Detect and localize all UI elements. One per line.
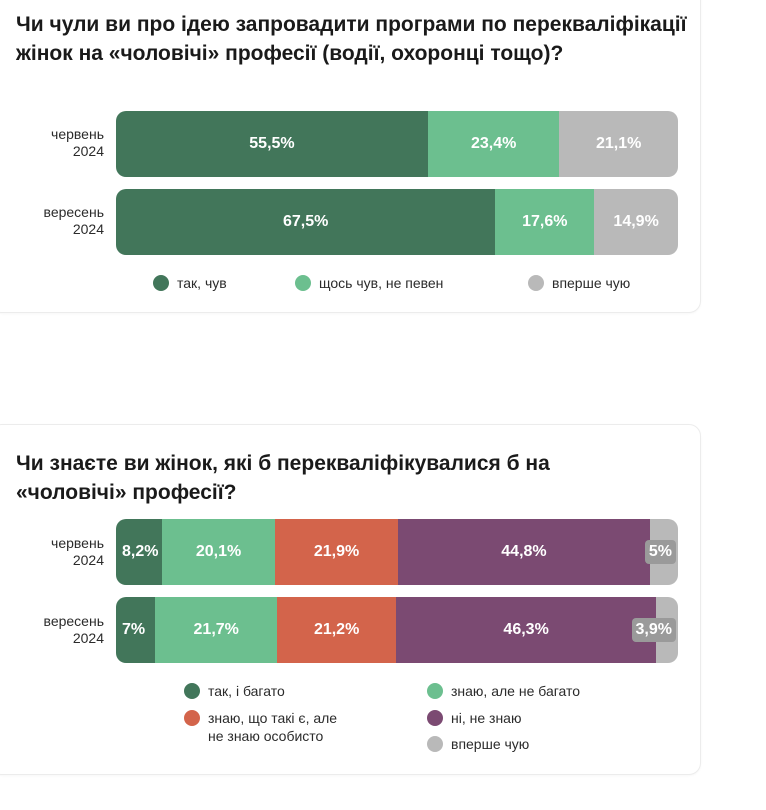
bar-segment: 21,7% xyxy=(155,597,278,663)
bar-segment: 20,1% xyxy=(162,519,276,585)
chart-2-bar-september: 7% 21,7% 21,2% 46,3% 3,9% xyxy=(116,597,678,663)
legend-label: щось чув, не певен xyxy=(319,275,444,291)
data-label: 20,1% xyxy=(195,543,242,560)
chart-1-row-label-june: червень 2024 xyxy=(4,126,104,160)
chart-1-bar-september: 67,5% 17,6% 14,9% xyxy=(116,189,678,255)
data-label: 21,9% xyxy=(313,543,360,560)
bar-segment: 46,3% xyxy=(396,597,657,663)
data-label: 21,7% xyxy=(193,621,239,638)
row-label-month: вересень xyxy=(43,204,104,220)
bar-segment: 14,9% xyxy=(594,189,678,255)
bar-segment: 23,4% xyxy=(427,111,560,177)
row-label-year: 2024 xyxy=(72,143,104,159)
chart-1-legend-item: щось чув, не певен xyxy=(295,274,443,292)
legend-label: так, чув xyxy=(177,275,227,291)
data-label: 14,9% xyxy=(613,213,659,230)
chart-2-bar-june: 8,2% 20,1% 21,9% 44,8% 5% xyxy=(116,519,678,585)
data-label: 46,3% xyxy=(503,621,549,638)
data-label: 17,6% xyxy=(522,213,568,230)
row-label-year: 2024 xyxy=(72,221,104,237)
data-label: 55,5% xyxy=(249,135,295,152)
data-label: 23,4% xyxy=(470,135,517,152)
legend-label: знаю, але не багато xyxy=(451,683,581,699)
chart-1-legend-item: вперше чую xyxy=(528,274,630,292)
row-label-year: 2024 xyxy=(72,630,104,646)
legend-swatch xyxy=(295,275,311,291)
chart-2-legend-item: ні, не знаю xyxy=(427,709,521,727)
bar-segment: 67,5% xyxy=(116,189,496,255)
legend-label-line: не знаю особисто xyxy=(208,728,324,744)
bar-segment: 21,9% xyxy=(275,519,399,585)
data-label: 7% xyxy=(118,618,150,642)
chart-2-row-label-september: вересень 2024 xyxy=(4,613,104,647)
bar-segment: 55,5% xyxy=(116,111,428,177)
chart-2-legend-item: так, і багато xyxy=(184,682,285,700)
legend-swatch xyxy=(528,275,544,291)
data-label: 44,8% xyxy=(501,543,547,560)
bar-segment: 21,1% xyxy=(559,111,678,177)
bar-segment: 8,2% xyxy=(116,519,163,585)
row-label-month: червень xyxy=(51,126,104,142)
legend-swatch xyxy=(427,710,443,726)
legend-label: так, і багато xyxy=(208,683,285,699)
chart-2-legend-item: вперше чую xyxy=(427,735,529,753)
legend-swatch xyxy=(184,710,200,726)
chart-1-title: Чи чули ви про ідею запровадити програми… xyxy=(16,13,687,65)
row-label-month: червень xyxy=(51,535,104,551)
legend-swatch xyxy=(153,275,169,291)
legend-swatch xyxy=(427,683,443,699)
legend-label: вперше чую xyxy=(552,275,631,291)
bar-segment: 21,2% xyxy=(277,597,397,663)
row-label-year: 2024 xyxy=(72,552,104,568)
chart-2-title: Чи знаєте ви жінок, які б перекваліфікув… xyxy=(16,452,550,504)
chart-1-row-label-september: вересень 2024 xyxy=(4,204,104,238)
chart-1-bar-june: 55,5% 23,4% 21,1% xyxy=(116,111,678,177)
row-label-month: вересень xyxy=(43,613,104,629)
chart-1-legend-item: так, чув xyxy=(153,274,227,292)
bar-segment: 17,6% xyxy=(495,189,595,255)
data-label: 67,5% xyxy=(282,213,329,230)
legend-swatch xyxy=(184,683,200,699)
bar-segment: 3,9% xyxy=(631,597,678,663)
data-label: 5% xyxy=(644,540,676,564)
bar-segment: 44,8% xyxy=(398,519,650,585)
legend-label: знаю, що такі є, але не знаю особисто xyxy=(208,709,337,745)
legend-swatch xyxy=(427,736,443,752)
legend-label: вперше чую xyxy=(451,736,530,752)
data-label: 21,2% xyxy=(313,621,360,638)
chart-2-legend-item: знаю, що такі є, але не знаю особисто xyxy=(184,709,337,745)
data-label: 3,9% xyxy=(631,618,676,642)
chart-2-legend-item: знаю, але не багато xyxy=(427,682,580,700)
legend-label: ні, не знаю xyxy=(451,710,522,726)
data-label: 21,1% xyxy=(596,135,642,152)
chart-2-row-label-june: червень 2024 xyxy=(4,535,104,569)
bar-segment: 7% xyxy=(116,597,156,663)
data-label: 8,2% xyxy=(118,540,163,564)
bar-segment: 5% xyxy=(644,519,678,585)
legend-label-line: знаю, що такі є, але xyxy=(208,710,338,726)
